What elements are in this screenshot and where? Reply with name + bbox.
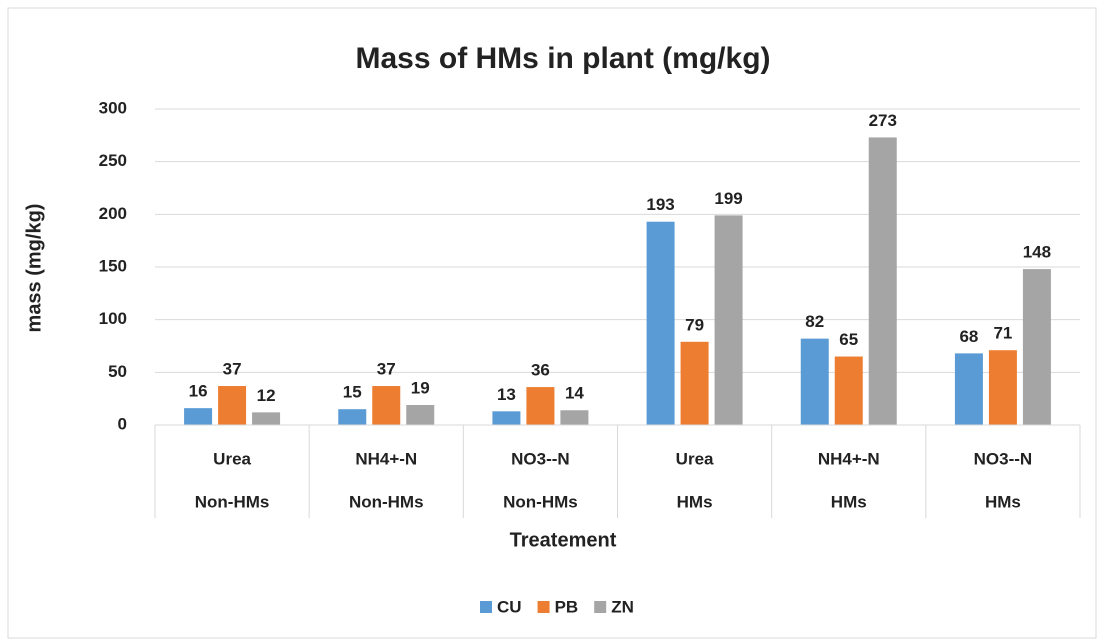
data-label: 71 <box>993 324 1012 343</box>
legend-swatch <box>537 601 550 613</box>
bar <box>338 409 367 425</box>
y-tick-label: 300 <box>99 98 127 117</box>
y-tick-label: 100 <box>99 309 127 328</box>
data-label: 37 <box>223 360 242 379</box>
x-tick-label: NO3--N <box>511 449 570 468</box>
bar <box>714 215 743 425</box>
y-axis-label: mass (mg/kg) <box>23 204 45 333</box>
legend-label: ZN <box>611 597 634 616</box>
bar <box>560 410 589 425</box>
legend-swatch <box>480 601 492 613</box>
data-label: 37 <box>377 360 396 379</box>
data-label: 12 <box>257 386 276 405</box>
bar <box>492 411 521 425</box>
chart-border <box>7 7 1097 639</box>
chart-title: Mass of HMs in plant (mg/kg) <box>355 42 770 75</box>
bar <box>372 386 401 425</box>
x-group-label: HMs <box>985 492 1021 511</box>
data-label: 193 <box>646 195 674 214</box>
bar <box>646 221 675 425</box>
y-tick-label: 250 <box>99 151 127 170</box>
bar <box>868 137 897 425</box>
data-label: 13 <box>497 385 516 404</box>
x-group-label: HMs <box>831 492 867 511</box>
x-group-label: Non-HMs <box>503 492 578 511</box>
data-label: 14 <box>565 384 584 403</box>
bar <box>526 387 555 425</box>
data-label: 36 <box>531 361 550 380</box>
bar <box>184 408 213 425</box>
data-label: 273 <box>869 111 897 130</box>
bar <box>406 404 435 425</box>
data-label: 199 <box>714 189 742 208</box>
data-label: 82 <box>805 312 824 331</box>
y-tick-label: 0 <box>118 414 127 433</box>
data-label: 15 <box>343 383 362 402</box>
x-group-label: Non-HMs <box>349 492 424 511</box>
bar <box>800 338 829 425</box>
data-label: 68 <box>959 327 978 346</box>
data-label: 65 <box>839 330 858 349</box>
x-axis-label: Treatement <box>510 529 617 551</box>
bar <box>252 412 281 425</box>
bar <box>954 353 983 425</box>
bar <box>834 356 863 425</box>
data-label: 79 <box>685 315 704 334</box>
bar <box>680 341 709 425</box>
legend-label: PB <box>555 597 579 616</box>
bar <box>1022 269 1051 425</box>
x-group-label: Non-HMs <box>195 492 270 511</box>
legend-label: CU <box>497 597 522 616</box>
bar <box>988 350 1017 425</box>
x-tick-label: NH4+-N <box>818 449 880 468</box>
y-tick-label: 50 <box>108 362 127 381</box>
x-tick-label: Urea <box>213 449 251 468</box>
bar <box>218 386 247 425</box>
data-label: 16 <box>189 382 208 401</box>
y-tick-label: 150 <box>99 256 127 275</box>
x-group-label: HMs <box>677 492 713 511</box>
legend-swatch <box>594 601 607 613</box>
x-tick-label: NH4+-N <box>355 449 417 468</box>
data-label: 19 <box>411 378 430 397</box>
x-tick-label: NO3--N <box>974 449 1033 468</box>
x-tick-label: Urea <box>676 449 714 468</box>
data-label: 148 <box>1023 243 1051 262</box>
y-tick-label: 200 <box>99 204 127 223</box>
